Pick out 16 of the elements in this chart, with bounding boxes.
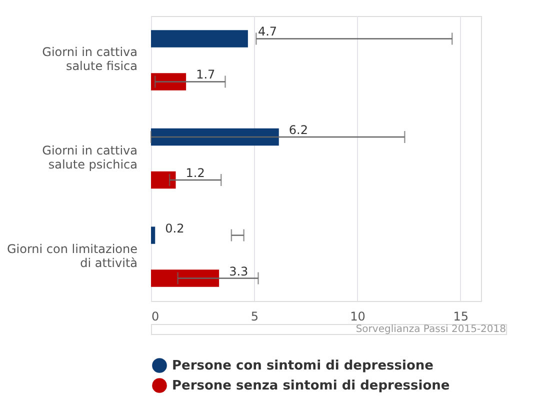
x-tick-label: 10 [350,310,366,324]
data-label: 3.3 [229,264,248,278]
x-tick-label: 5 [250,310,258,324]
data-label: 1.7 [196,68,216,82]
data-label: 1.2 [186,166,205,180]
text: Sorveglianza Passi 2015-2018 [356,324,506,335]
y-tick-label: Giorni con limitazione di attività [6,242,138,270]
data-label: 0.2 [165,221,184,236]
data-label: 6.2 [288,123,308,137]
x-tick-label: 0 [152,310,160,324]
data-label: 4.7 [258,24,278,39]
y-tick-label: Giorni in cattiva salute psichica [42,144,138,172]
x-tick-label: 15 [453,310,469,324]
y-tick-label: Giorni in cattiva salute fisica [42,45,138,74]
legend-label: Persone con sintomi di depressione [172,358,434,374]
legend-label: Persone senza sintomi di depressione [172,378,450,394]
